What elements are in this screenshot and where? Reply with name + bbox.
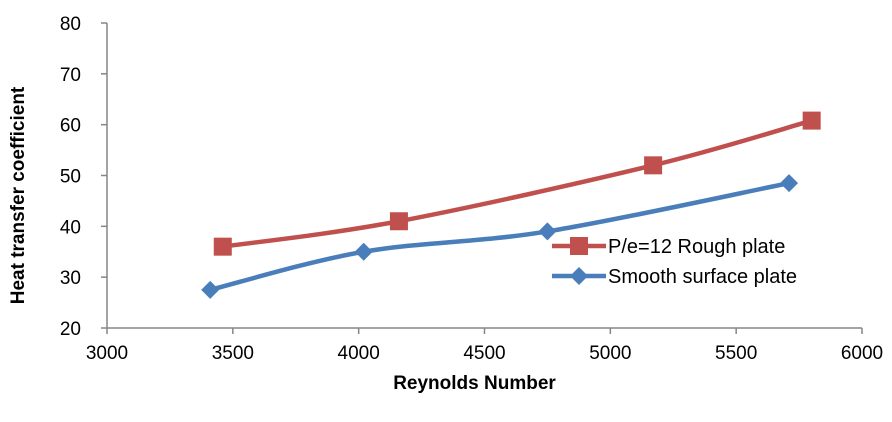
- legend-item: Smooth surface plate: [552, 266, 797, 288]
- legend-item: P/e=12 Rough plate: [552, 236, 785, 258]
- y-axis-ticks: 20 30 40 50 60 70 80: [60, 14, 107, 340]
- data-point-diamond: [538, 222, 557, 241]
- y-tick-label: 40: [60, 217, 81, 238]
- y-tick-label: 60: [60, 116, 81, 137]
- y-axis-title: Heat transfer coefficient: [8, 86, 29, 304]
- x-tick-label: 5500: [715, 343, 757, 364]
- legend-marker: [570, 267, 588, 285]
- legend-label: P/e=12 Rough plate: [608, 236, 785, 258]
- y-tick-label: 70: [60, 65, 81, 86]
- x-tick-label: 3000: [86, 343, 128, 364]
- x-tick-label: 4500: [463, 343, 505, 364]
- legend-label: Smooth surface plate: [608, 266, 797, 288]
- series-smooth-plate: [201, 174, 799, 299]
- series-line: [209, 180, 790, 293]
- y-tick-label: 50: [60, 167, 81, 188]
- data-point-diamond: [780, 174, 799, 193]
- x-tick-label: 4000: [338, 343, 380, 364]
- data-point-square: [389, 212, 408, 231]
- data-point-square: [213, 237, 232, 256]
- y-tick-label: 30: [60, 268, 81, 289]
- x-tick-label: 5000: [589, 343, 631, 364]
- data-point-diamond: [354, 242, 373, 261]
- series-rough-plate: [213, 111, 821, 256]
- data-point-diamond: [201, 280, 220, 299]
- x-axis-title: Reynolds Number: [393, 373, 556, 394]
- x-tick-label: 6000: [841, 343, 883, 364]
- series-line: [222, 118, 813, 249]
- data-point-square: [802, 111, 821, 130]
- series-layer: [201, 111, 821, 299]
- legend-marker: [570, 237, 588, 255]
- data-point-square: [644, 156, 663, 175]
- x-axis-ticks: 3000 3500 4000 4500 5000 5500 6000: [86, 328, 883, 364]
- y-tick-label: 80: [60, 14, 81, 35]
- legend: P/e=12 Rough plate Smooth surface plate: [552, 236, 797, 288]
- y-tick-label: 20: [60, 319, 81, 340]
- x-tick-label: 3500: [212, 343, 254, 364]
